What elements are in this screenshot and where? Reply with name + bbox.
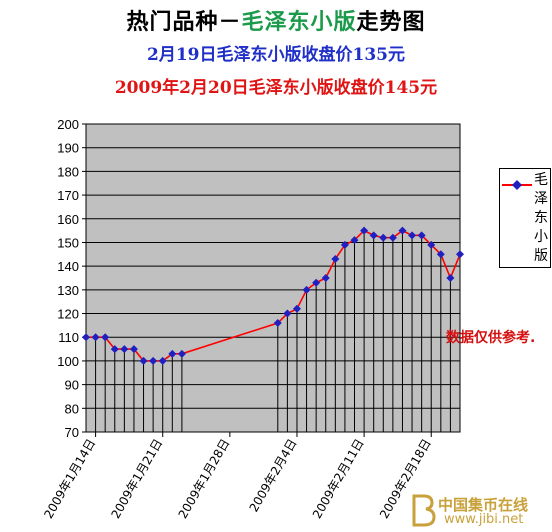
chart-title: 热门品种－毛泽东小版走势图 — [0, 4, 552, 36]
data-point — [340, 240, 349, 249]
data-point — [120, 345, 129, 354]
legend-char: 小 — [534, 229, 548, 245]
data-point — [101, 333, 110, 342]
legend-char: 版 — [534, 248, 548, 264]
data-point — [379, 233, 388, 242]
data-point — [350, 236, 359, 245]
subtitle-2: 2009年2月20日毛泽东小版收盘价145元 — [114, 78, 438, 98]
data-point — [129, 345, 138, 354]
data-point — [82, 333, 90, 342]
data-point — [427, 240, 436, 249]
y-tick-label: 160 — [57, 212, 79, 227]
x-tick-label: 2009年1月21日 — [108, 437, 165, 521]
data-point — [283, 309, 292, 318]
data-point — [302, 285, 311, 294]
legend-char: 毛 — [534, 172, 548, 188]
brand-watermark: 中国集币在线 www.jibi.net — [410, 492, 550, 530]
data-point — [369, 231, 378, 240]
data-point — [168, 349, 177, 358]
plot-area — [85, 123, 461, 433]
brand-url: www.jibi.net — [444, 512, 524, 527]
brand-logo-icon — [412, 494, 436, 527]
subtitle-1: 2月19日毛泽东小版收盘价135元 — [147, 45, 405, 65]
title-suffix: 走势图 — [356, 9, 426, 35]
data-point — [398, 226, 407, 235]
y-tick-label: 80 — [65, 401, 79, 416]
y-tick-label: 70 — [65, 425, 79, 440]
data-point — [158, 356, 167, 365]
disclaimer-note: 数据仅供参考. — [446, 330, 536, 346]
data-point — [110, 345, 119, 354]
data-point — [456, 250, 464, 259]
y-tick-label: 130 — [57, 283, 79, 298]
x-tick-label: 2009年1月14日 — [41, 437, 98, 521]
data-point — [292, 304, 301, 313]
data-point — [388, 233, 397, 242]
y-tick-label: 200 — [57, 117, 79, 132]
x-tick-label: 2009年1月28日 — [176, 437, 233, 521]
data-point — [149, 356, 158, 365]
data-point — [139, 356, 148, 365]
data-point — [312, 278, 321, 287]
y-tick-label: 140 — [57, 259, 79, 274]
data-point — [446, 274, 455, 282]
y-tick-label: 150 — [57, 235, 79, 250]
legend-label: 毛泽东小版 — [534, 171, 550, 266]
legend-marker-icon — [502, 180, 532, 190]
data-point — [331, 255, 340, 264]
legend-char: 泽 — [534, 191, 548, 207]
data-point — [321, 274, 330, 282]
x-tick-label: 2009年2月4日 — [247, 437, 300, 515]
y-tick-label: 120 — [57, 307, 79, 322]
x-tick-label: 2009年2月11日 — [310, 437, 367, 521]
data-point — [408, 231, 417, 240]
brand-name: 中国集币在线 — [438, 496, 529, 514]
data-point — [177, 349, 186, 358]
data-point — [273, 319, 282, 328]
data-point — [360, 226, 369, 235]
y-tick-label: 90 — [65, 378, 79, 393]
legend-char: 东 — [534, 210, 548, 226]
y-tick-label: 190 — [57, 141, 79, 156]
y-tick-label: 170 — [57, 188, 79, 203]
data-point — [91, 333, 100, 342]
y-tick-label: 180 — [57, 164, 79, 179]
data-point — [436, 250, 445, 259]
legend: 毛泽东小版 — [499, 168, 551, 268]
y-tick-label: 100 — [57, 354, 79, 369]
data-point — [417, 231, 426, 240]
y-tick-label: 110 — [58, 330, 79, 345]
title-prefix: 热门品种－ — [126, 9, 242, 35]
title-highlight: 毛泽东小版 — [241, 9, 357, 35]
